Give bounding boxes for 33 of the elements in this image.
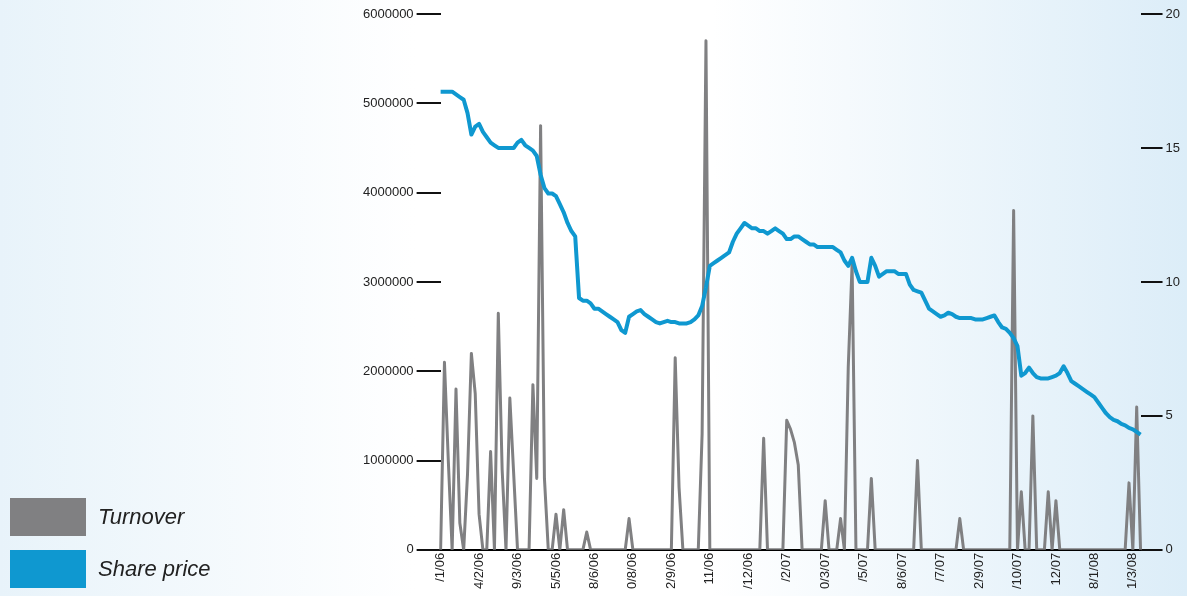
x-tick-label: /10/07 [1009,552,1025,590]
x-tick-label: 9/3/06 [509,552,525,590]
x-tick-label: 4/2/06 [470,552,486,590]
y2-tick-label: 0 [1165,541,1173,557]
x-tick-label: 12/07 [1047,552,1063,586]
x-tick-label: 0/8/06 [624,552,640,590]
y-tick-label: 3000000 [362,273,414,289]
y-tick-label: 0 [406,541,414,557]
y-tick-label: 2000000 [362,362,414,378]
x-tick-label: 8/6/06 [586,552,602,590]
x-tick-label: /5/07 [855,552,871,582]
x-tick-label: 0/3/07 [816,552,832,590]
y2-tick-label: 15 [1165,139,1181,155]
y2-tick-label: 20 [1165,5,1181,21]
y-tick-label: 5000000 [362,94,414,110]
y-tick-label: 6000000 [362,5,414,21]
x-tick-label: 8/1/08 [1085,552,1101,590]
y-tick-label: 1000000 [362,452,414,468]
x-tick-label: 11/06 [701,552,717,585]
x-tick-label: 1/3/08 [1124,552,1140,590]
x-tick-label: 8/6/07 [893,552,909,590]
x-tick-label: 2/9/07 [970,552,986,590]
x-tick-label: 2/9/06 [662,552,678,590]
y-tick-label: 4000000 [362,184,414,200]
legend-label: Turnover [98,504,185,530]
x-tick-label: /7/07 [932,552,948,582]
x-tick-label: /12/06 [739,552,755,590]
x-tick-label: 5/5/06 [547,552,563,590]
legend-label: Share price [98,556,211,582]
y2-tick-label: 10 [1165,273,1181,289]
y2-tick-label: 5 [1165,407,1173,423]
x-tick-label: /2/07 [778,552,794,582]
x-tick-label: /1/06 [432,552,448,582]
